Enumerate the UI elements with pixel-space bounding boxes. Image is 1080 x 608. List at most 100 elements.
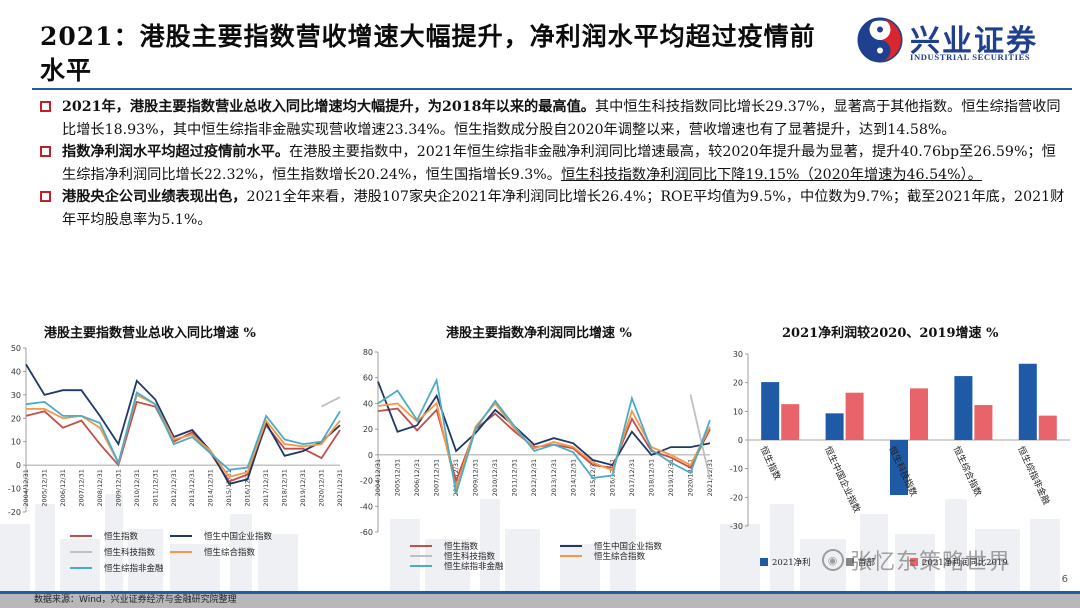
chart2-x-tick-label: 2005/12/31 (394, 459, 402, 496)
legend-label: 2021净利 (772, 558, 811, 568)
chart1-x-tick-label: 2011/12/31 (151, 469, 159, 506)
legend-item: 2021净利 (760, 556, 811, 568)
chart2-y-tick-label: -20 (360, 477, 373, 486)
chart2-y-tick-label: -40 (360, 502, 373, 511)
legend-swatch (70, 551, 92, 553)
brand-logo-icon (857, 17, 903, 63)
legend-swatch (760, 558, 768, 566)
page-title: 2021：港股主要指数营收增速大幅提升，净利润水平均超过疫情前水平 (40, 22, 816, 85)
revenue-growth-line-chart: -20 -10 0 10 20 30 40 50 2004/12/31 2005/12/31 200… (8, 344, 344, 517)
chart1-x-tick-label: 2012/12/31 (170, 469, 178, 506)
legend-swatch (910, 558, 918, 566)
bullet-item: 指数净利润水平均超过疫情前水平。在港股主要指数中，2021年恒生综指非金融净利润… (38, 141, 1068, 186)
legend-item: 恒生指数 (410, 540, 478, 552)
chart2-x-tick-label: 2010/12/31 (491, 459, 499, 496)
chart2-x-tick-label: 2004/12/31 (374, 459, 382, 496)
chart2-x-tick-label: 2013/12/31 (550, 459, 558, 496)
bullet-bold-text: 2021年，港股主要指数营业总收入同比增速均大幅提升，为2018年以来的最高值。 (62, 99, 595, 115)
legend-swatch (70, 535, 92, 537)
legend-label: 恒生科技指数 (444, 552, 496, 562)
chart3-legend: 2021净利 首部 2021净利润同比2019 (760, 556, 1060, 570)
chart1-y-tick-label: 10 (11, 438, 21, 447)
chart2-title: 港股主要指数净利润同比增速 % (446, 326, 632, 341)
legend-label: 恒生指数 (444, 542, 479, 552)
chart3-category-label: 恒生指数 (757, 444, 783, 482)
chart2-x-tick-label: 2006/12/31 (413, 459, 421, 496)
legend-item: 恒生综合指数 (170, 546, 255, 558)
bullet-text: 2021全年来看，港股107家央企2021年净利润同比增长26.4%；ROE平均… (62, 189, 1065, 228)
legend-swatch (410, 565, 432, 567)
chart2-y-tick-label: 40 (363, 399, 373, 408)
chart1-y-tick-label: -10 (8, 485, 21, 494)
legend-swatch (846, 558, 854, 566)
legend-swatch (560, 545, 582, 547)
chart1-x-tick-label: 2007/12/31 (77, 469, 85, 506)
chart3-bar-1 (910, 388, 928, 440)
chart3-bar-1 (1038, 415, 1057, 440)
chart1-series-line-4 (25, 391, 341, 471)
header-divider (32, 88, 1072, 90)
wechat-icon: ◉ (822, 549, 844, 571)
chart2-x-tick-label: 2020/12/31 (686, 459, 694, 496)
bullet-text: 其中恒生科技指数同比增长29.37%，显著高于其他指数。恒生综指营收同比增长18… (62, 99, 1061, 138)
bullet-bold-text: 指数净利润水平均超过疫情前水平。 (62, 144, 290, 161)
chart1-y-tick-label: 20 (11, 414, 21, 423)
chart2-x-tick-label: 2017/12/31 (628, 459, 636, 496)
chart3-bar-0 (825, 413, 844, 440)
legend-label: 恒生综合指数 (594, 552, 646, 562)
legend-label: 恒生综合指数 (204, 548, 256, 558)
legend-item: 2021净利润同比2019 (910, 556, 1008, 568)
bullet-bold-text: 港股央企公司业绩表现出色， (62, 189, 247, 206)
chart1-x-tick-label: 2017/12/31 (262, 469, 270, 506)
net-profit-growth-line-chart: -60 -40 -20 0 20 40 60 80 2004/12/31 2005/12/31 20… (360, 348, 714, 537)
chart1-series-line-2 (321, 396, 341, 408)
chart1-y-tick-label: 0 (16, 461, 21, 470)
legend-item: 恒生中国企业指数 (560, 540, 662, 552)
bullet-item: 港股央企公司业绩表现出色，2021全年来看，港股107家央企2021年净利润同比… (38, 186, 1068, 231)
chart1-x-tick-label: 2008/12/31 (96, 469, 104, 506)
chart2-y-tick-label: 60 (363, 374, 373, 383)
chart2-y-tick-label: 0 (368, 451, 373, 460)
chart2-x-tick-label: 2007/12/31 (433, 459, 441, 496)
brand-name-cn: 兴业证券 (910, 24, 1038, 59)
chart2-x-tick-label: 2019/12/31 (667, 459, 675, 496)
chart1-x-tick-label: 2009/12/31 (114, 469, 122, 506)
watermark: ◉ 张忆东策略世界 (822, 544, 1011, 576)
legend-item: 恒生科技指数 (70, 546, 155, 558)
chart2-x-tick-label: 2011/12/31 (511, 459, 519, 496)
legend-item: 恒生指数 (70, 530, 138, 542)
bullet-item: 2021年，港股主要指数营业总收入同比增速均大幅提升，为2018年以来的最高值。… (38, 96, 1068, 141)
chart1-x-tick-label: 2020/12/31 (318, 469, 326, 506)
chart2-legend: 恒生指数 恒生中国企业指数 恒生科技指数 恒生综合指数 恒生综指非金融 (410, 540, 710, 574)
legend-item: 恒生综指非金融 (70, 562, 164, 574)
bullet-text: 在港股主要指数中，2021年恒生综指非金融净利润同比增速最高，较2020年提升最… (62, 144, 1056, 183)
legend-label: 2021净利润同比2019 (922, 558, 1008, 568)
legend-swatch (170, 551, 192, 553)
chart3-category-label: 恒生综指非金融 (1015, 444, 1053, 506)
chart2-x-tick-label: 2014/12/31 (569, 459, 577, 496)
chart1-x-tick-label: 2010/12/31 (133, 469, 141, 506)
data-source: 数据来源：Wind，兴业证券经济与金融研究院整理 (34, 595, 237, 605)
chart3-title: 2021净利润较2020、2019增速 % (782, 326, 999, 341)
chart2-x-tick-label: 2018/12/31 (647, 459, 655, 496)
legend-swatch (170, 535, 192, 537)
chart1-x-tick-label: 2015/12/31 (225, 469, 233, 506)
bullet-square-icon (40, 191, 51, 203)
chart1-legend: 恒生指数 恒生中国企业指数 恒生科技指数 恒生综合指数 恒生综指非金融 (70, 526, 350, 576)
bullet-list: 2021年，港股主要指数营业总收入同比增速均大幅提升，为2018年以来的最高值。… (38, 96, 1068, 232)
chart1-y-tick-label: -20 (8, 508, 21, 517)
chart1-series-line-1 (25, 363, 341, 485)
legend-label: 恒生综指非金融 (104, 564, 164, 574)
chart1-title: 港股主要指数营业总收入同比增速 % (44, 326, 256, 341)
chart1-y-tick-label: 50 (11, 344, 21, 353)
bullet-square-icon (40, 146, 51, 158)
chart1-x-tick-label: 2021/12/31 (336, 469, 344, 506)
chart2-y-tick-label: 80 (363, 348, 373, 357)
chart1-x-tick-label: 2013/12/31 (188, 469, 196, 506)
chart2-x-tick-label: 2009/12/31 (472, 459, 480, 496)
chart1-x-tick-label: 2005/12/31 (40, 469, 48, 506)
chart2-series-line-2 (689, 394, 711, 480)
legend-swatch (410, 545, 432, 547)
bullet-square-icon (40, 101, 51, 112)
